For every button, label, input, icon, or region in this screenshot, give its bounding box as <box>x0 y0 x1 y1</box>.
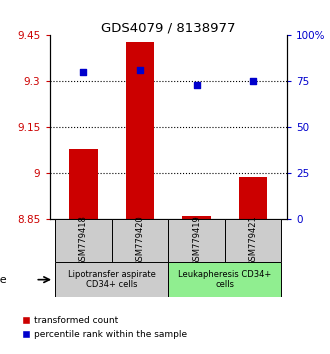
Point <box>250 79 256 84</box>
Bar <box>225 219 281 262</box>
Legend: transformed count, percentile rank within the sample: transformed count, percentile rank withi… <box>21 316 187 339</box>
Text: cell type: cell type <box>0 275 7 285</box>
Bar <box>69 149 98 219</box>
Point <box>137 68 143 73</box>
Text: GSM779421: GSM779421 <box>249 215 258 266</box>
Bar <box>112 219 168 262</box>
Title: GDS4079 / 8138977: GDS4079 / 8138977 <box>101 21 236 34</box>
Point <box>81 69 86 75</box>
Text: GSM779420: GSM779420 <box>136 215 145 266</box>
Bar <box>182 216 211 219</box>
Bar <box>55 219 112 262</box>
Bar <box>55 262 168 297</box>
Text: Lipotransfer aspirate
CD34+ cells: Lipotransfer aspirate CD34+ cells <box>68 270 156 289</box>
Text: Leukapheresis CD34+
cells: Leukapheresis CD34+ cells <box>178 270 272 289</box>
Bar <box>168 262 281 297</box>
Bar <box>126 41 154 219</box>
Point <box>194 82 199 88</box>
Bar <box>239 177 267 219</box>
Text: GSM779419: GSM779419 <box>192 215 201 266</box>
Text: GSM779418: GSM779418 <box>79 215 88 266</box>
Bar <box>168 219 225 262</box>
